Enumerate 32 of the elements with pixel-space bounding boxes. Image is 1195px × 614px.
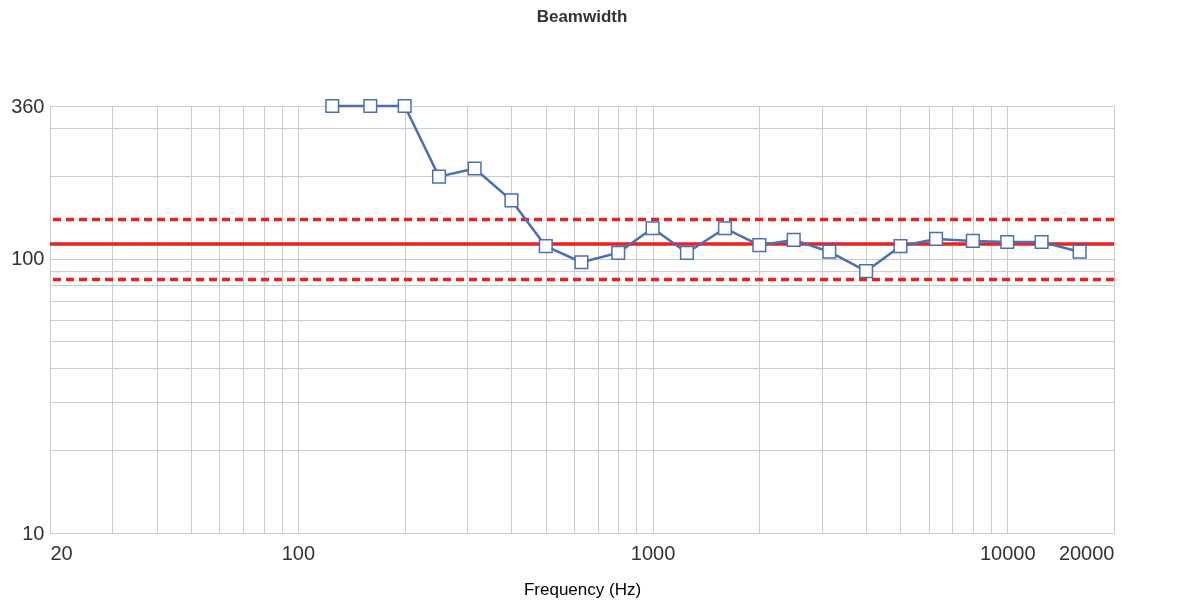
point bbox=[467, 161, 482, 176]
point bbox=[574, 255, 589, 270]
point bbox=[611, 245, 626, 260]
y-tick-label: 10 bbox=[22, 521, 45, 544]
x-axis-title: Frequency (Hz) bbox=[523, 579, 642, 599]
x-tick-label: 20 bbox=[50, 541, 73, 564]
point bbox=[786, 232, 801, 247]
x-tick-label: 10000 bbox=[979, 541, 1036, 564]
point bbox=[1000, 234, 1015, 250]
y-tick-label: 360 bbox=[11, 94, 45, 117]
point bbox=[538, 239, 553, 254]
point bbox=[431, 169, 447, 184]
y-tick-label: 100 bbox=[11, 247, 45, 270]
chart-title: Beamwidth bbox=[536, 7, 628, 26]
point bbox=[1034, 234, 1049, 250]
point bbox=[822, 244, 837, 259]
x-tick-label: 1000 bbox=[630, 541, 676, 564]
point bbox=[645, 221, 660, 236]
point bbox=[397, 98, 412, 114]
point bbox=[1072, 244, 1087, 259]
point bbox=[928, 231, 944, 246]
point bbox=[363, 98, 378, 114]
point bbox=[679, 245, 695, 260]
point bbox=[859, 264, 874, 279]
x-tick-label: 20000 bbox=[1058, 541, 1115, 564]
point bbox=[893, 239, 908, 254]
point bbox=[325, 98, 340, 114]
x-tick-label: 100 bbox=[281, 541, 316, 564]
point bbox=[504, 193, 519, 208]
point bbox=[717, 221, 733, 236]
point bbox=[752, 238, 767, 253]
point bbox=[965, 233, 980, 249]
